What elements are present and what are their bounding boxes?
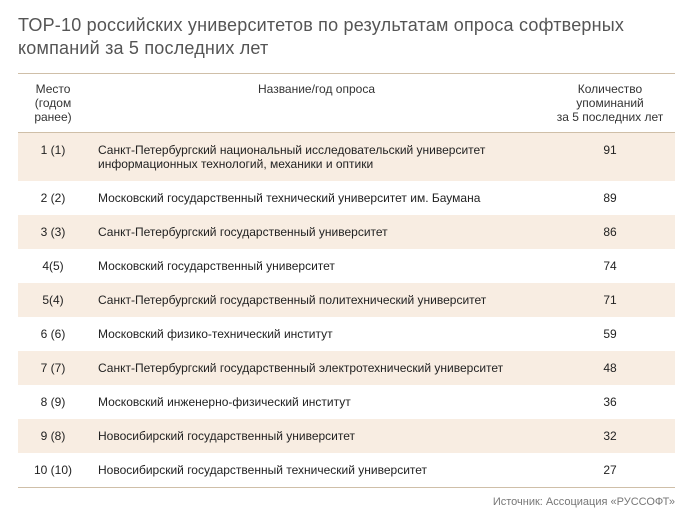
cell-rank: 1 (1) xyxy=(18,133,88,182)
table-header-row: Место(годомранее) Название/год опроса Ко… xyxy=(18,74,675,133)
table-row: 6 (6)Московский физико-технический инсти… xyxy=(18,317,675,351)
cell-count: 89 xyxy=(545,181,675,215)
table-row: 1 (1)Санкт-Петербургский национальный ис… xyxy=(18,133,675,182)
ranking-table: Место(годомранее) Название/год опроса Ко… xyxy=(18,73,675,488)
cell-count: 32 xyxy=(545,419,675,453)
table-row: 10 (10)Новосибирский государственный тех… xyxy=(18,453,675,488)
table-row: 2 (2)Московский государственный техничес… xyxy=(18,181,675,215)
table-row: 4(5)Московский государственный университ… xyxy=(18,249,675,283)
cell-name: Санкт-Петербургский государственный унив… xyxy=(88,215,545,249)
cell-rank: 6 (6) xyxy=(18,317,88,351)
cell-name: Московский государственный технический у… xyxy=(88,181,545,215)
cell-name: Новосибирский государственный технически… xyxy=(88,453,545,488)
cell-rank: 10 (10) xyxy=(18,453,88,488)
cell-name: Новосибирский государственный университе… xyxy=(88,419,545,453)
col-header-rank: Место(годомранее) xyxy=(18,74,88,133)
cell-name: Санкт-Петербургский государственный элек… xyxy=(88,351,545,385)
cell-name: Московский инженерно-физический институт xyxy=(88,385,545,419)
cell-rank: 3 (3) xyxy=(18,215,88,249)
cell-name: Санкт-Петербургский национальный исследо… xyxy=(88,133,545,182)
cell-rank: 2 (2) xyxy=(18,181,88,215)
cell-name: Московский физико-технический институт xyxy=(88,317,545,351)
cell-count: 27 xyxy=(545,453,675,488)
cell-count: 48 xyxy=(545,351,675,385)
cell-rank: 9 (8) xyxy=(18,419,88,453)
cell-rank: 8 (9) xyxy=(18,385,88,419)
cell-name: Санкт-Петербургский государственный поли… xyxy=(88,283,545,317)
table-row: 9 (8)Новосибирский государственный униве… xyxy=(18,419,675,453)
table-row: 5(4)Санкт-Петербургский государственный … xyxy=(18,283,675,317)
cell-count: 74 xyxy=(545,249,675,283)
table-row: 3 (3)Санкт-Петербургский государственный… xyxy=(18,215,675,249)
source-text: Источник: Ассоциация «РУССОФТ» xyxy=(18,496,675,508)
cell-count: 71 xyxy=(545,283,675,317)
col-header-count: Количествоупоминанийза 5 последних лет xyxy=(545,74,675,133)
cell-count: 86 xyxy=(545,215,675,249)
table-row: 8 (9)Московский инженерно-физический инс… xyxy=(18,385,675,419)
col-header-name: Название/год опроса xyxy=(88,74,545,133)
page-title: ТОР-10 российских университетов по резул… xyxy=(18,14,675,59)
cell-count: 36 xyxy=(545,385,675,419)
cell-rank: 4(5) xyxy=(18,249,88,283)
cell-rank: 5(4) xyxy=(18,283,88,317)
cell-count: 91 xyxy=(545,133,675,182)
cell-name: Московский государственный университет xyxy=(88,249,545,283)
table-row: 7 (7)Санкт-Петербургский государственный… xyxy=(18,351,675,385)
cell-rank: 7 (7) xyxy=(18,351,88,385)
cell-count: 59 xyxy=(545,317,675,351)
